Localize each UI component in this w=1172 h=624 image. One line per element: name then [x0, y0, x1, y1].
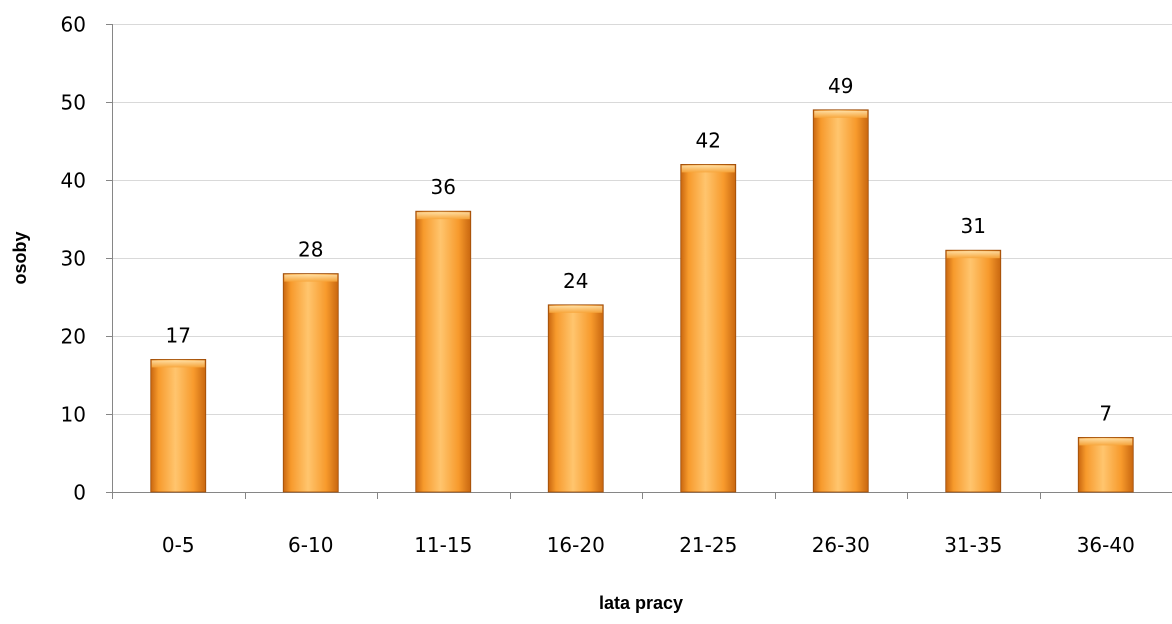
data-label: 24 [563, 269, 588, 293]
bar [680, 163, 737, 493]
data-label: 7 [1099, 401, 1112, 425]
y-tick-label: 30 [61, 247, 86, 271]
bar-body [945, 249, 1002, 493]
bar-body [282, 273, 339, 493]
bar-highlight [284, 274, 338, 282]
bar-body [680, 163, 737, 493]
bar-body [415, 210, 472, 493]
data-label: 36 [431, 175, 456, 199]
bar-highlight [416, 212, 470, 220]
bar [812, 109, 869, 493]
x-tick-label: 26-30 [812, 533, 870, 557]
bar-highlight [549, 305, 603, 313]
y-tick-label: 20 [61, 325, 86, 349]
bars [150, 109, 1134, 493]
x-tick-label: 21-25 [679, 533, 737, 557]
x-tick-label: 16-20 [547, 533, 605, 557]
data-label: 17 [166, 323, 191, 347]
bar-highlight [1079, 438, 1133, 446]
bar-body [150, 358, 207, 493]
bar-highlight [946, 251, 1000, 259]
bar-body [812, 109, 869, 493]
x-tick-label: 36-40 [1077, 533, 1135, 557]
y-tick-label: 40 [61, 169, 86, 193]
data-label: 49 [828, 74, 853, 98]
bar-body [1077, 436, 1134, 493]
bar-highlight [814, 110, 868, 118]
x-tick-label: 31-35 [944, 533, 1002, 557]
bar-highlight [151, 360, 205, 368]
data-label: 31 [961, 214, 986, 238]
x-tick-label: 11-15 [414, 533, 472, 557]
y-axis-title: osoby [10, 231, 30, 284]
data-labels: 17 28 36 24 42 49 31 7 [166, 74, 1113, 426]
bar [282, 273, 339, 493]
x-tick-label: 0-5 [162, 533, 195, 557]
bar [1077, 436, 1134, 493]
x-axis-title: lata pracy [599, 593, 683, 613]
bar [547, 304, 604, 493]
bar [150, 358, 207, 493]
x-tick-label: 6-10 [288, 533, 333, 557]
bar-highlight [681, 165, 735, 173]
data-label: 28 [298, 238, 323, 262]
y-axis: 0 10 20 30 40 50 60 [61, 13, 113, 505]
data-label: 42 [696, 128, 721, 152]
y-tick-label: 60 [61, 13, 86, 37]
gridlines [112, 24, 1172, 415]
y-tick-label: 0 [73, 481, 86, 505]
bar [945, 249, 1002, 493]
y-tick-label: 50 [61, 91, 86, 115]
bar-body [547, 304, 604, 493]
bar [415, 210, 472, 493]
y-tick-label: 10 [61, 403, 86, 427]
x-axis: 0-5 6-10 11-15 16-20 21-25 26-30 31-35 36-40 [112, 492, 1172, 557]
